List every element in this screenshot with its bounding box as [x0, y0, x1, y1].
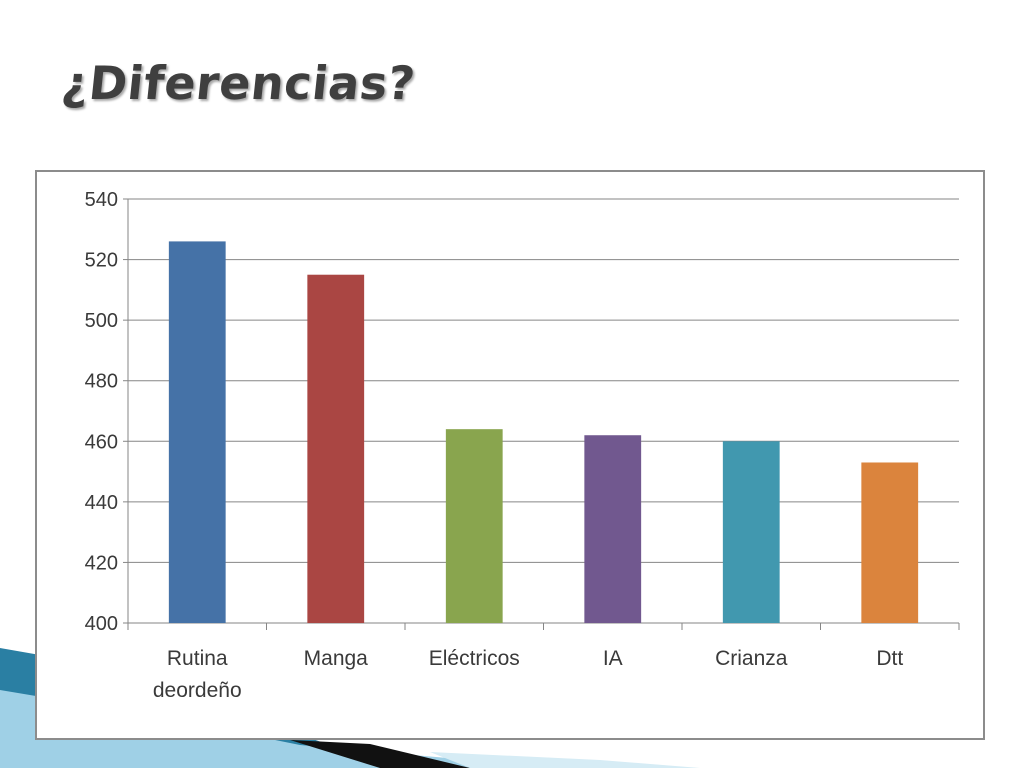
bar-chart: 400 420 440 460 480 500 520 540 Rutina deordeño Ma…: [85, 189, 960, 702]
x-tick-label: Crianza: [715, 647, 788, 670]
y-tick-label: 500: [85, 310, 118, 332]
slide-title: ¿Diferencias?: [59, 56, 418, 110]
y-tick-label: 480: [85, 371, 118, 393]
x-tick-label: IA: [603, 647, 623, 670]
bar-ia: [584, 435, 642, 623]
decor-wedge-pale: [430, 752, 700, 768]
x-tick-label: Dtt: [876, 647, 903, 670]
y-tick-label: 460: [85, 431, 118, 453]
y-tick-label: 540: [85, 189, 118, 211]
y-tick-label: 420: [85, 552, 118, 574]
bar-eléctricos: [445, 429, 503, 623]
bar-dtt: [861, 462, 919, 623]
x-tick-label: Manga: [304, 647, 369, 670]
y-tick-label: 440: [85, 492, 118, 514]
x-tick-label: Rutina deordeño: [153, 647, 242, 702]
chart-frame: 400 420 440 460 480 500 520 540 Rutina deordeño Ma…: [35, 170, 985, 740]
bar-rutina-deordeño: [168, 241, 226, 623]
x-tick-label: Eléctricos: [429, 647, 520, 670]
y-tick-label: 520: [85, 250, 118, 272]
bar-manga: [307, 274, 365, 623]
decor-wedge-black: [290, 740, 470, 768]
y-tick-label: 400: [85, 613, 118, 635]
bar-crianza: [722, 441, 780, 623]
